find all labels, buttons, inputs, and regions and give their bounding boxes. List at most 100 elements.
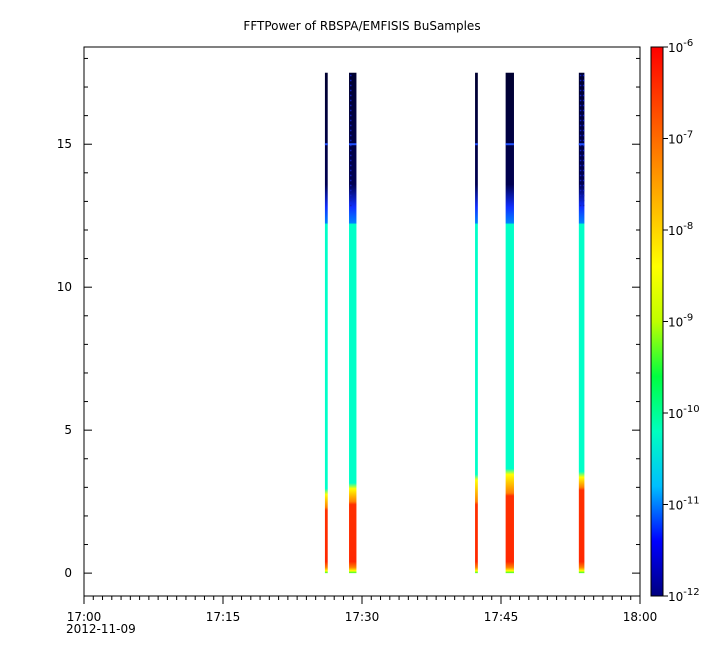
spectrogram-speckle <box>582 204 585 207</box>
spectrogram-speckle <box>350 154 352 157</box>
spectrogram-speckle <box>579 124 582 127</box>
x-tick-label: 17:15 <box>206 610 241 624</box>
spectrogram-speckle <box>579 74 582 77</box>
spectrogram-speckle <box>582 104 585 107</box>
chart-title: FFTPower of RBSPA/EMFISIS BuSamples <box>243 19 480 33</box>
x-axis-date-label: 2012-11-09 <box>66 622 136 636</box>
spectrogram-speckle <box>582 159 585 162</box>
spectrogram-speckle <box>579 129 582 132</box>
spectrogram-burst <box>349 72 357 574</box>
spectrogram-speckle <box>350 204 352 207</box>
spectrogram-speckle <box>350 174 352 177</box>
spectrogram-speckle <box>579 159 582 162</box>
spectrogram-burst <box>578 72 585 574</box>
spectrogram-speckle <box>350 94 352 97</box>
colorbar-tick-label: 10-11 <box>668 496 700 513</box>
spectrogram-speckle <box>579 84 582 87</box>
spectrogram-speckle <box>579 169 582 172</box>
spectrogram-speckle <box>582 79 585 82</box>
y-tick-label: 10 <box>57 280 72 294</box>
y-axis: 0 5 10 15 <box>57 57 640 580</box>
spectrogram-speckle <box>582 144 585 147</box>
spectrogram-speckle <box>350 184 352 187</box>
colorbar-tick-label: 10-10 <box>668 404 700 421</box>
spectrogram-speckle <box>350 119 352 122</box>
y-tick-label: 5 <box>64 423 72 437</box>
y-tick-label: 0 <box>64 566 72 580</box>
spectrogram-speckle <box>582 134 585 137</box>
spectrogram-speckle <box>350 109 352 112</box>
spectrogram-burst <box>324 72 328 574</box>
plot-area <box>83 46 641 597</box>
spectrogram-speckle <box>582 114 585 117</box>
spectrogram-speckle <box>579 184 582 187</box>
spectrogram-speckle <box>582 179 585 182</box>
spectrogram-speckle <box>350 164 352 167</box>
x-axis: 17:00 17:15 17:30 17:45 18:00 <box>67 596 658 624</box>
spectrogram-speckle <box>350 99 352 102</box>
spectrogram-speckle <box>582 124 585 127</box>
x-tick-label: 18:00 <box>623 610 658 624</box>
spectrogram-speckle <box>350 149 352 152</box>
spectrogram-speckle <box>579 104 582 107</box>
spectrogram-speckle <box>350 169 352 172</box>
spectrogram-speckle <box>579 79 582 82</box>
spectrogram-line <box>505 143 514 146</box>
spectrogram-speckle <box>582 199 585 202</box>
spectrogram-speckle <box>350 124 352 127</box>
spectrogram-speckle <box>350 129 352 132</box>
spectrogram-speckle <box>350 89 352 92</box>
spectrogram-speckle <box>350 74 352 77</box>
colorbar-tick-label: 10-9 <box>668 313 693 330</box>
spectrogram-speckle <box>582 109 585 112</box>
spectrogram-speckle <box>579 119 582 122</box>
spectrogram-speckle <box>350 194 352 197</box>
plot-frame <box>83 46 641 597</box>
x-tick-label: 17:45 <box>484 610 519 624</box>
spectrogram-speckle <box>350 159 352 162</box>
spectrogram-speckle <box>582 129 585 132</box>
colorbar-tick-label: 10-8 <box>668 221 693 238</box>
x-tick-label: 17:30 <box>345 610 380 624</box>
spectrogram-speckle <box>350 139 352 142</box>
spectrogram-speckle <box>350 104 352 107</box>
spectrogram-speckle <box>579 164 582 167</box>
spectrogram-speckle <box>350 134 352 137</box>
spectrogram-speckle <box>350 114 352 117</box>
spectrogram-speckle <box>582 164 585 167</box>
x-tick-label: 17:00 <box>67 610 102 624</box>
spectrogram-speckle <box>579 204 582 207</box>
colorbar-tick-label: 10-6 <box>668 38 693 55</box>
spectrogram-speckle <box>582 184 585 187</box>
spectrogram-speckle <box>582 74 585 77</box>
spectrogram-speckle <box>579 174 582 177</box>
spectrogram-speckle <box>579 109 582 112</box>
spectrogram-speckle <box>579 154 582 157</box>
spectrogram-burst <box>475 72 478 574</box>
spectrogram-speckle <box>582 154 585 157</box>
spectrogram-speckle <box>582 89 585 92</box>
spectrogram-speckle <box>582 169 585 172</box>
spectrogram-speckle <box>579 139 582 142</box>
spectrogram-speckle <box>350 189 352 192</box>
spectrogram-speckle <box>582 194 585 197</box>
spectrogram-speckle <box>579 194 582 197</box>
spectrogram-speckle <box>579 179 582 182</box>
colorbar: 10-12 10-11 10-10 10-9 10-8 10-7 10-6 <box>650 38 700 604</box>
spectrogram-speckle <box>582 99 585 102</box>
spectrogram-line <box>324 143 328 146</box>
spectrogram-line <box>578 143 585 146</box>
spectrogram-speckle <box>350 144 352 147</box>
spectrogram-speckle <box>582 149 585 152</box>
colorbar-tick-label: 10-12 <box>668 587 700 604</box>
spectrogram-line <box>475 143 478 146</box>
spectrogram-speckle <box>350 79 352 82</box>
spectrogram-speckle <box>582 174 585 177</box>
spectrogram-speckle <box>350 199 352 202</box>
spectrogram-speckle <box>579 114 582 117</box>
spectrogram-speckle <box>579 134 582 137</box>
spectrogram-speckle <box>579 199 582 202</box>
spectrogram-speckle <box>350 84 352 87</box>
spectrogram-speckle <box>579 94 582 97</box>
